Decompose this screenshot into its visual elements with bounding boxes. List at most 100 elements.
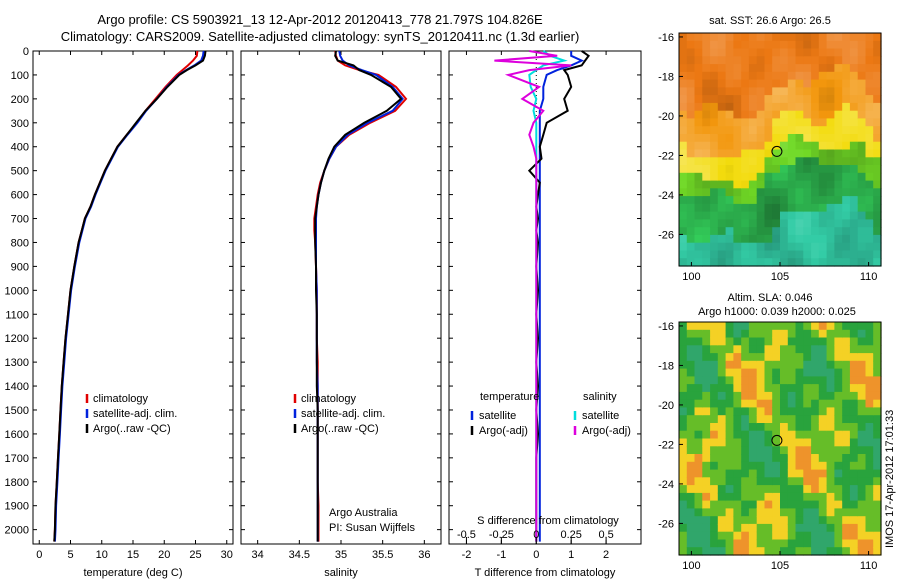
sst_map-cell <box>694 87 703 96</box>
sla_map-cell <box>842 345 851 354</box>
sla_map-cell <box>717 547 727 556</box>
sla_map-cell <box>811 531 820 541</box>
sst_map-cell <box>818 87 828 96</box>
sla_map-cell <box>818 376 828 385</box>
sla_map-cell <box>710 539 719 548</box>
sla_map-cell <box>686 376 696 385</box>
sst_map-cell <box>857 149 867 158</box>
sst_map-cell <box>826 64 835 73</box>
sst_map-cell <box>717 126 727 135</box>
sst_map-cell <box>818 71 828 81</box>
sst_map-cell <box>787 211 797 220</box>
sla_map-cell <box>803 368 812 377</box>
sla_map-cell <box>811 492 820 502</box>
sst_map-cell <box>756 40 766 50</box>
sla_map-cell <box>834 384 843 393</box>
sst_map-cell <box>780 126 789 135</box>
sst_map-cell <box>787 227 797 236</box>
sla_map-cell <box>717 368 727 377</box>
sla_map-cell <box>764 329 773 339</box>
sla_map-cell <box>834 430 843 440</box>
sla_map-cell <box>725 430 734 440</box>
sst_map-cell <box>725 141 734 151</box>
sla_map-cell <box>756 531 766 541</box>
depth-tick-label: 1100 <box>5 309 29 321</box>
sst_map-cell <box>826 56 835 65</box>
sst_map-cell <box>764 242 773 252</box>
figure-title-line2: Climatology: CARS2009. Satellite-adjuste… <box>60 29 580 44</box>
sst_map-cell <box>818 227 828 236</box>
sst_map-cell <box>694 234 703 244</box>
sst_map-cell <box>873 134 882 143</box>
sla_map-cell <box>849 500 859 509</box>
sst_map-cell <box>803 203 812 213</box>
sst_map-cell <box>733 149 742 158</box>
sst_map-cell <box>694 102 703 112</box>
sla_map-cell <box>834 399 843 409</box>
sla_map-cell <box>849 446 859 455</box>
sla_map-cell <box>725 469 734 478</box>
sst_map-cell <box>780 172 789 182</box>
sst_map-cell <box>842 71 851 81</box>
sla_map-cell <box>756 500 766 509</box>
sst_map-cell <box>733 165 742 174</box>
sla_map-cell <box>795 500 804 509</box>
sla_map-cell <box>725 461 734 471</box>
sla_map-cell <box>834 446 843 455</box>
sst_map-cell <box>865 87 874 96</box>
sst_map-cell <box>772 172 781 182</box>
sst_map-cell <box>780 79 789 88</box>
sst_map-cell <box>842 157 851 166</box>
sst_map-cell <box>842 118 851 127</box>
sla_map-cell <box>849 547 859 556</box>
sst_map-cell <box>772 33 781 42</box>
sla_map-cell <box>865 438 874 447</box>
sla_map-cell <box>756 368 766 377</box>
sla_map-cell <box>795 430 804 440</box>
sla_map-cell <box>717 384 727 393</box>
sst_map-cell <box>710 203 719 213</box>
sst_map-cell <box>818 64 828 73</box>
depth-tick-label: 100 <box>11 70 29 82</box>
sst_map-cell <box>702 141 711 151</box>
sla_map-cell <box>865 407 874 416</box>
sla_map-cell <box>694 492 703 502</box>
sst_map-cell <box>702 165 711 174</box>
sla_map-cell <box>741 469 750 478</box>
sla_map-cell <box>702 547 711 556</box>
sst_map-cell <box>686 165 696 174</box>
sst_map-cell <box>818 250 828 259</box>
sst_map-cell <box>686 234 696 244</box>
sla_map-cell <box>826 407 835 416</box>
sst_map-cell <box>679 258 688 267</box>
sla_map-cell <box>756 485 766 494</box>
sst_map-cell <box>702 227 711 236</box>
sla_map-cell <box>772 531 781 541</box>
sst_map-cell <box>803 227 812 236</box>
sst_map-cell <box>694 134 703 143</box>
sst_map-cell <box>694 203 703 213</box>
sst_map-cell <box>733 95 742 104</box>
sst_map-cell <box>686 196 696 205</box>
sla_map-cell <box>686 454 696 463</box>
sla_map-cell <box>787 516 797 525</box>
sla_map-cell <box>741 407 750 416</box>
sst_map-cell <box>873 180 882 189</box>
sla_map-cell <box>679 399 688 409</box>
sst_map-cell <box>842 40 851 50</box>
sla_map-cell <box>686 531 696 541</box>
sla_map-cell <box>717 337 727 346</box>
sla_map-cell <box>857 539 867 548</box>
sla_map-cell <box>717 407 727 416</box>
sla_map-cell <box>686 384 696 393</box>
sla_map-cell <box>756 508 766 517</box>
sst_map-xtick-label: 105 <box>771 271 789 283</box>
sst_map-cell <box>811 95 820 104</box>
sla_map-cell <box>811 391 820 401</box>
sst_map-cell <box>748 219 758 228</box>
sst_map-cell <box>834 33 843 42</box>
sla_map-cell <box>865 523 874 533</box>
sst_map-cell <box>842 64 851 73</box>
sla_map-cell <box>756 345 766 354</box>
sst_map-cell <box>780 134 789 143</box>
